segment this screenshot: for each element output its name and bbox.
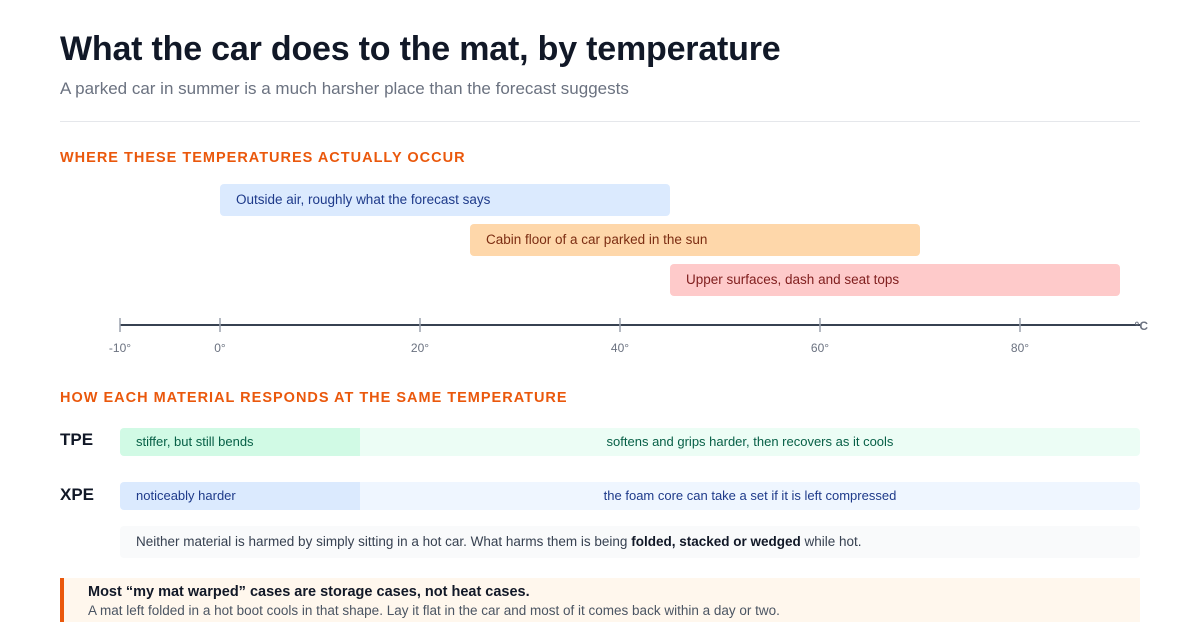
storage-callout: Most “my mat warped” cases are storage c… — [60, 578, 1140, 622]
header-divider — [60, 121, 1140, 122]
axis-tick-label: 20° — [411, 341, 429, 355]
material-label-xpe: XPE — [60, 485, 95, 504]
page-title: What the car does to the mat, by tempera… — [60, 30, 781, 68]
axis-tick-label: 60° — [811, 341, 829, 355]
axis-tick-label: 80° — [1011, 341, 1029, 355]
materials-note: Neither material is harmed by simply sit… — [120, 526, 1140, 558]
material-row-tpe: stiffer, but still bends softens and gri… — [120, 428, 1140, 456]
temperature-band: Upper surfaces, dash and seat tops — [670, 264, 1120, 296]
xpe-cold-response: noticeably harder — [120, 482, 360, 510]
xpe-warm-response: the foam core can take a set if it is le… — [360, 482, 1140, 510]
materials-note-text: Neither material is harmed by simply sit… — [136, 534, 632, 549]
material-row-xpe: noticeably harder the foam core can take… — [120, 482, 1140, 510]
material-label-tpe: TPE — [60, 430, 94, 449]
materials-section-heading: HOW EACH MATERIAL RESPONDS AT THE SAME T… — [60, 390, 568, 406]
materials-note-emphasis: folded, stacked or wedged — [631, 534, 801, 549]
axis-unit-label: °C — [1135, 319, 1149, 333]
callout-heading: Most “my mat warped” cases are storage c… — [88, 584, 530, 600]
callout-body: A mat left folded in a hot boot cools in… — [88, 603, 780, 618]
axis-tick-label: 0° — [214, 341, 226, 355]
materials-note-tail: while hot. — [800, 534, 862, 549]
axis-tick-label: -10° — [109, 341, 131, 355]
axis-tick-label: 40° — [611, 341, 629, 355]
page-subtitle: A parked car in summer is a much harsher… — [60, 79, 629, 98]
ranges-section-heading: WHERE THESE TEMPERATURES ACTUALLY OCCUR — [60, 150, 466, 166]
tpe-cold-response: stiffer, but still bends — [120, 428, 360, 456]
tpe-warm-response: softens and grips harder, then recovers … — [360, 428, 1140, 456]
temperature-band: Cabin floor of a car parked in the sun — [470, 224, 920, 256]
temperature-band: Outside air, roughly what the forecast s… — [220, 184, 670, 216]
